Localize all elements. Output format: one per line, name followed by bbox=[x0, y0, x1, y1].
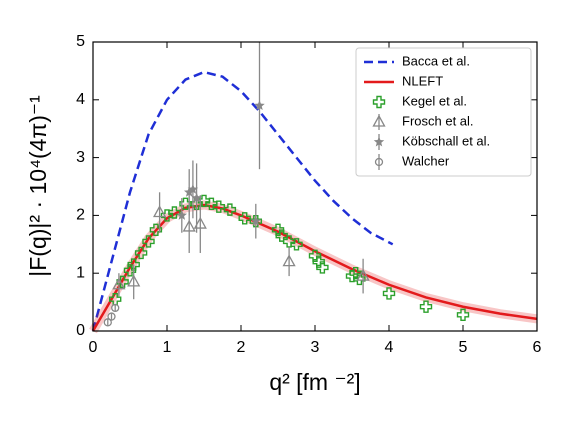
marker-star bbox=[254, 100, 265, 111]
marker-plus bbox=[238, 212, 251, 225]
y-tick-label: 3 bbox=[76, 149, 85, 166]
marker-triangle bbox=[356, 268, 370, 281]
legend-label: NLEFT bbox=[402, 73, 443, 88]
x-tick-label: 3 bbox=[311, 339, 320, 356]
marker-plus bbox=[223, 203, 237, 216]
marker-plus bbox=[249, 214, 262, 228]
marker-triangle bbox=[127, 274, 141, 287]
marker-plus bbox=[116, 275, 129, 289]
marker-plus bbox=[142, 235, 155, 248]
y-tick-label: 0 bbox=[76, 322, 85, 339]
marker-triangle bbox=[282, 254, 296, 267]
marker-star bbox=[250, 215, 262, 226]
y-axis-label: |F(q)|² · 10⁴(4π)⁻¹ bbox=[25, 95, 51, 277]
legend-label: Walcher bbox=[402, 153, 450, 168]
marker-triangle bbox=[112, 277, 126, 290]
marker-plus bbox=[308, 249, 322, 263]
legend-label: Frosch et al. bbox=[402, 113, 474, 128]
legend-label: Bacca et al. bbox=[402, 53, 470, 68]
legend-label: Kegel et al. bbox=[402, 93, 467, 108]
marker-circle bbox=[111, 303, 120, 313]
y-tick-label: 4 bbox=[76, 91, 85, 108]
x-tick-label: 5 bbox=[459, 339, 468, 356]
marker-plus bbox=[290, 238, 303, 251]
marker-star bbox=[183, 186, 195, 197]
marker-star bbox=[176, 209, 188, 220]
marker-plus bbox=[179, 197, 192, 211]
marker-star bbox=[187, 183, 199, 194]
x-tick-label: 1 bbox=[163, 339, 172, 356]
x-tick-label: 6 bbox=[533, 339, 542, 356]
y-tick-label: 5 bbox=[76, 33, 85, 50]
marker-circle bbox=[107, 312, 116, 321]
marker-plus bbox=[149, 223, 163, 237]
marker-star bbox=[373, 136, 385, 147]
marker-plus bbox=[353, 272, 366, 286]
marker-plus bbox=[168, 206, 181, 219]
marker-plus bbox=[271, 223, 285, 237]
y-tick-label: 1 bbox=[76, 264, 85, 281]
marker-plus bbox=[382, 287, 396, 300]
marker-plus bbox=[372, 95, 386, 109]
x-axis-label: q² [fm ⁻²] bbox=[269, 369, 360, 395]
marker-triangle bbox=[153, 205, 167, 218]
x-tick-label: 4 bbox=[385, 339, 394, 356]
legend-box bbox=[355, 47, 532, 177]
marker-plus bbox=[212, 200, 225, 213]
marker-plus bbox=[127, 258, 140, 271]
marker-plus bbox=[419, 300, 433, 313]
marker-circle bbox=[103, 318, 112, 327]
marker-triangle bbox=[372, 114, 386, 127]
marker-star bbox=[191, 192, 202, 203]
marker-plus bbox=[316, 261, 329, 274]
x-tick-label: 2 bbox=[237, 339, 246, 356]
plot-frame bbox=[92, 41, 538, 332]
marker-triangle bbox=[193, 216, 207, 229]
marker-circle bbox=[374, 157, 384, 167]
marker-plus bbox=[134, 246, 148, 260]
line bbox=[91, 70, 394, 332]
y-tick-label: 2 bbox=[76, 207, 85, 224]
marker-triangle bbox=[182, 219, 196, 232]
marker-plus bbox=[456, 308, 470, 322]
x-tick-label: 0 bbox=[89, 339, 98, 356]
legend-label: Köbschall et al. bbox=[402, 133, 490, 148]
marker-plus bbox=[312, 255, 325, 268]
